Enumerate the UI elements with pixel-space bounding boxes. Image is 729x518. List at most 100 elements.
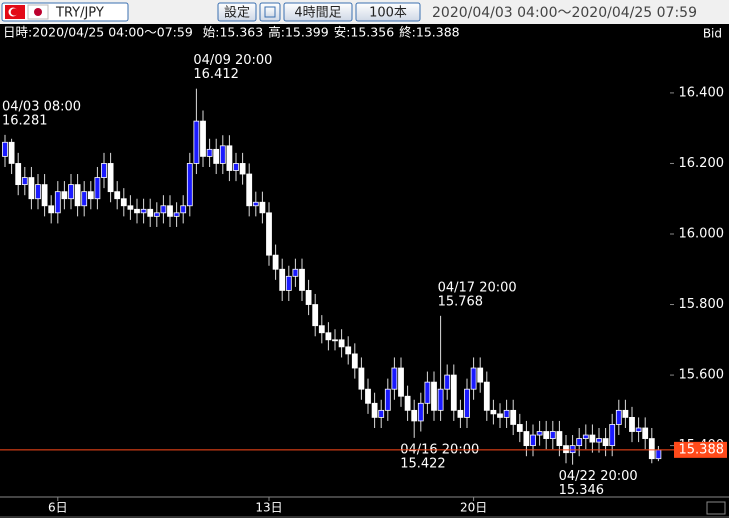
candle-body xyxy=(411,409,418,422)
point-label-value: 15.768 xyxy=(438,294,484,309)
candle-body xyxy=(74,184,81,207)
candle-body xyxy=(345,346,352,355)
candle-body xyxy=(318,325,325,334)
candle-body xyxy=(213,148,220,164)
candle-body xyxy=(444,374,451,390)
point-label-time: 04/22 20:00 xyxy=(559,469,638,484)
candle-body xyxy=(48,205,55,214)
candle-body xyxy=(2,141,8,157)
candle-body xyxy=(259,201,266,214)
button-frame xyxy=(283,2,353,22)
candle-body xyxy=(596,438,602,443)
candle-body xyxy=(655,449,662,460)
candle-body xyxy=(556,431,563,447)
scroll-handle[interactable] xyxy=(706,501,726,515)
candle-body xyxy=(398,367,404,397)
candle-body xyxy=(464,388,470,418)
save-button[interactable] xyxy=(259,2,281,22)
candle-body xyxy=(54,191,61,214)
candle-body xyxy=(490,409,497,415)
candle-body xyxy=(147,208,154,217)
candle-body xyxy=(226,145,233,171)
candle-body xyxy=(127,205,134,210)
y-tick-label: 16.200 xyxy=(679,156,725,171)
candle-body xyxy=(371,402,378,418)
save-icon xyxy=(264,6,276,18)
candle-body xyxy=(497,413,503,418)
price-side: Bid xyxy=(703,27,722,41)
candle-body xyxy=(305,290,312,305)
pair-selector[interactable]: TRY/JPY xyxy=(1,2,129,22)
candle-body xyxy=(134,208,140,214)
candle-body xyxy=(437,388,444,411)
candle-body xyxy=(338,339,345,348)
candle-body xyxy=(299,268,305,291)
y-tick-label: 16.400 xyxy=(679,85,725,100)
candle-body xyxy=(239,163,246,175)
candle-body xyxy=(312,304,319,327)
candle-body xyxy=(563,445,569,454)
chart-area xyxy=(0,24,729,518)
info-key: 安: xyxy=(334,25,351,40)
candle-body xyxy=(101,163,107,178)
point-label-time: 04/17 20:00 xyxy=(438,280,517,295)
info-datetime: 日時:2020/04/25 04:00〜07:59 xyxy=(3,25,193,40)
timeframe-button[interactable]: 4時間足 xyxy=(283,2,353,22)
candle-body xyxy=(378,409,385,418)
candle-body xyxy=(549,431,556,439)
candle-body xyxy=(61,191,68,200)
candle-body xyxy=(543,431,550,439)
candle-body xyxy=(648,438,655,460)
y-tick-label: 15.600 xyxy=(679,368,725,383)
candle-body xyxy=(325,332,332,341)
candle-body xyxy=(569,445,576,454)
candle-body xyxy=(285,275,292,291)
candle-body xyxy=(536,431,543,436)
candle-body xyxy=(431,381,437,411)
x-tick-label: 20日 xyxy=(460,501,487,515)
price-tag-label: 15.388 xyxy=(679,442,725,457)
candle-body xyxy=(35,184,41,200)
candle-body xyxy=(153,212,160,217)
candle-body xyxy=(365,388,371,404)
candle-body xyxy=(510,409,517,425)
info-value: 15.388 xyxy=(416,25,460,40)
button-frame xyxy=(217,2,257,22)
candle-body xyxy=(589,434,596,443)
candle-body xyxy=(180,205,187,214)
candle-body xyxy=(622,409,629,418)
candle-body xyxy=(200,120,206,157)
candle-body xyxy=(576,438,583,447)
range-label: 2020/04/03 04:00〜2020/04/25 07:59 xyxy=(432,5,697,21)
info-value: 15.399 xyxy=(285,25,329,40)
candle-body xyxy=(8,141,15,164)
candle-body xyxy=(15,163,22,186)
candle-body xyxy=(120,198,127,207)
candle-body xyxy=(28,177,35,200)
candle-body xyxy=(477,367,484,383)
candle-body xyxy=(635,427,642,432)
button-label: 設定 xyxy=(224,5,250,21)
point-label-value: 15.346 xyxy=(559,483,605,498)
candle-body xyxy=(332,339,338,342)
point-label-value: 16.281 xyxy=(2,113,48,128)
x-tick-label: 6日 xyxy=(48,501,68,515)
candle-body xyxy=(417,402,424,422)
count-button[interactable]: 100本 xyxy=(355,2,421,22)
settings-button[interactable]: 設定 xyxy=(217,2,257,22)
button-label: 4時間足 xyxy=(294,6,341,21)
point-label-value: 15.422 xyxy=(400,456,446,471)
candle-body xyxy=(391,367,398,390)
x-tick-label: 13日 xyxy=(255,501,282,515)
point-label-value: 16.412 xyxy=(193,67,239,82)
info-value: 15.356 xyxy=(350,25,394,40)
candle-body xyxy=(140,208,147,214)
candle-body xyxy=(21,177,28,186)
y-tick-label: 16.000 xyxy=(679,226,725,241)
candle-body xyxy=(629,417,635,432)
candle-body xyxy=(602,438,609,447)
candle-body xyxy=(404,395,411,411)
candle-body xyxy=(358,367,365,390)
candle-body xyxy=(114,191,121,200)
candle-body xyxy=(94,177,101,200)
